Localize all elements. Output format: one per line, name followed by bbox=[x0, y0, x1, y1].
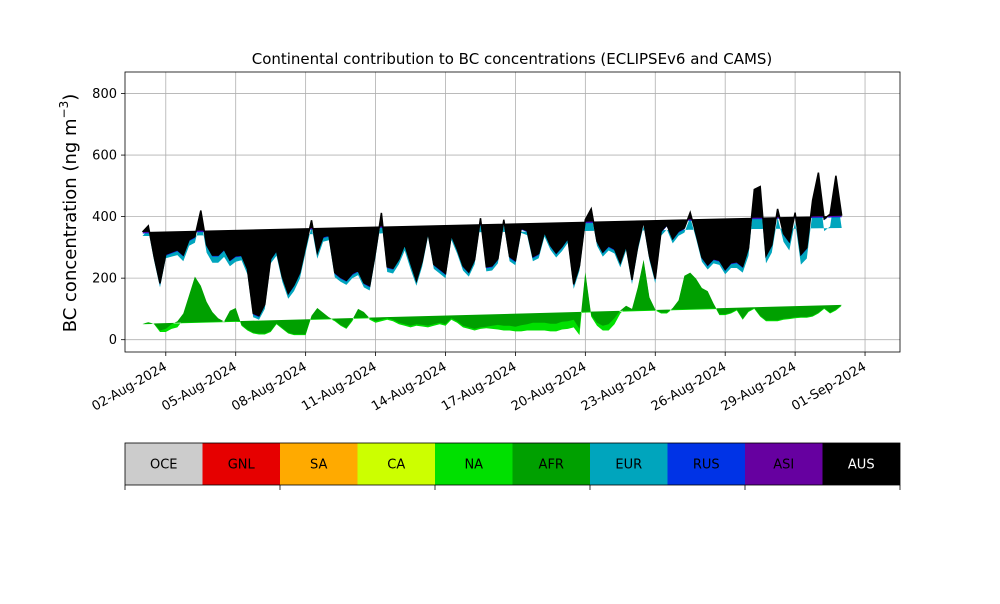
area-afr bbox=[142, 259, 842, 335]
legend-label-asi: ASI bbox=[773, 458, 794, 473]
stacked-areas bbox=[141, 172, 843, 336]
legend-swatch-gnl bbox=[202, 443, 280, 485]
total-outline bbox=[141, 172, 843, 317]
legend-label-afr: AFR bbox=[539, 458, 564, 473]
legend-colorbar: OCE GNL SA CA NA AFR EUR RUS ASI AUS bbox=[124, 442, 901, 490]
legend-swatch-aus bbox=[822, 443, 900, 485]
legend-label-na: NA bbox=[464, 458, 483, 473]
legend-label-ca: CA bbox=[387, 458, 405, 473]
legend-swatch-afr bbox=[512, 443, 590, 485]
legend-swatch-rus bbox=[667, 443, 745, 485]
legend-swatch-sa bbox=[280, 443, 358, 485]
plot-frame bbox=[124, 71, 901, 353]
legend-swatch-asi bbox=[745, 443, 823, 485]
chart-title: Continental contribution to BC concentra… bbox=[252, 50, 773, 68]
y-tick-label: 400 bbox=[92, 210, 117, 225]
y-axis-label-close: ) bbox=[60, 94, 81, 101]
axes-frame bbox=[124, 71, 901, 353]
legend-swatch-eur bbox=[590, 443, 668, 485]
legend-label-rus: RUS bbox=[693, 458, 720, 473]
y-tick-label: 800 bbox=[92, 87, 117, 102]
legend-label-gnl: GNL bbox=[228, 458, 256, 473]
legend-frame bbox=[124, 442, 901, 486]
area-aus bbox=[142, 172, 842, 316]
legend-swatch-na bbox=[435, 443, 513, 485]
legend-swatch-ca bbox=[357, 443, 435, 485]
y-tick-label: 200 bbox=[92, 272, 117, 287]
legend-swatch-oce bbox=[125, 443, 203, 485]
y-axis-label: BC concentration (ng m−3) bbox=[57, 94, 81, 333]
legend-label-eur: EUR bbox=[615, 458, 642, 473]
legend-label-sa: SA bbox=[310, 458, 327, 473]
y-tick-label: 600 bbox=[92, 149, 117, 164]
y-axis-label-exponent: −3 bbox=[57, 101, 71, 119]
y-tick-label: 0 bbox=[109, 333, 117, 348]
legend-label-oce: OCE bbox=[150, 458, 178, 473]
legend-label-aus: AUS bbox=[848, 458, 875, 473]
y-axis-label-main: BC concentration (ng m bbox=[60, 118, 81, 332]
y-axis: 0 200 400 600 800 bbox=[92, 87, 125, 348]
